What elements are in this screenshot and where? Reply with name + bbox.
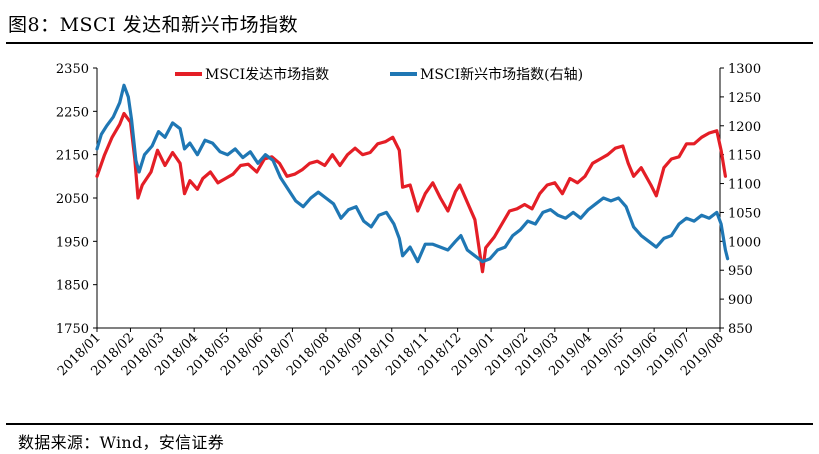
y-left-tick-label: 2150 xyxy=(56,149,89,164)
chart-axes: 1750 1850 1950 2050 2150 2250 2350 850 900 950 100… xyxy=(55,62,761,379)
y-left-tick-label: 2250 xyxy=(56,105,89,120)
figure-header: 图8：MSCI 发达和新兴市场指数 xyxy=(0,0,819,44)
figure-title: 图8：MSCI 发达和新兴市场指数 xyxy=(8,14,299,36)
series-line-developed xyxy=(95,111,727,274)
chart-legend: MSCI发达市场指数 MSCI新兴市场指数(右轴) xyxy=(175,66,583,83)
y-right-tick-label: 1150 xyxy=(728,149,761,164)
bottom-rule xyxy=(6,423,813,425)
legend-label-developed: MSCI发达市场指数 xyxy=(205,66,329,83)
y-left-tick-label: 1850 xyxy=(56,279,89,294)
legend-label-emerging: MSCI新兴市场指数(右轴) xyxy=(420,66,583,83)
y-right-tick-label: 1200 xyxy=(728,120,761,135)
top-rule xyxy=(6,42,813,44)
y-left-tick-label: 2350 xyxy=(56,62,89,77)
y-left-tick-label: 1950 xyxy=(56,235,89,250)
y-right-tick-label: 850 xyxy=(728,322,753,337)
y-left-tick-label: 2050 xyxy=(56,192,89,207)
series-line-emerging xyxy=(95,83,730,264)
source-note: 数据来源：Wind，安信证券 xyxy=(18,433,225,452)
y-right-tick-label: 1100 xyxy=(728,178,761,193)
y-right-tick-label: 950 xyxy=(728,264,753,279)
y-right-tick-label: 1300 xyxy=(728,62,761,77)
y-right-tick-label: 900 xyxy=(728,293,753,308)
y-right-tick-label: 1250 xyxy=(728,91,761,106)
y-left-tick-label: 1750 xyxy=(56,322,89,337)
chart-series xyxy=(95,83,730,274)
y-right-tick-label: 1050 xyxy=(728,206,761,221)
y-right-tick-label: 1000 xyxy=(728,235,761,250)
